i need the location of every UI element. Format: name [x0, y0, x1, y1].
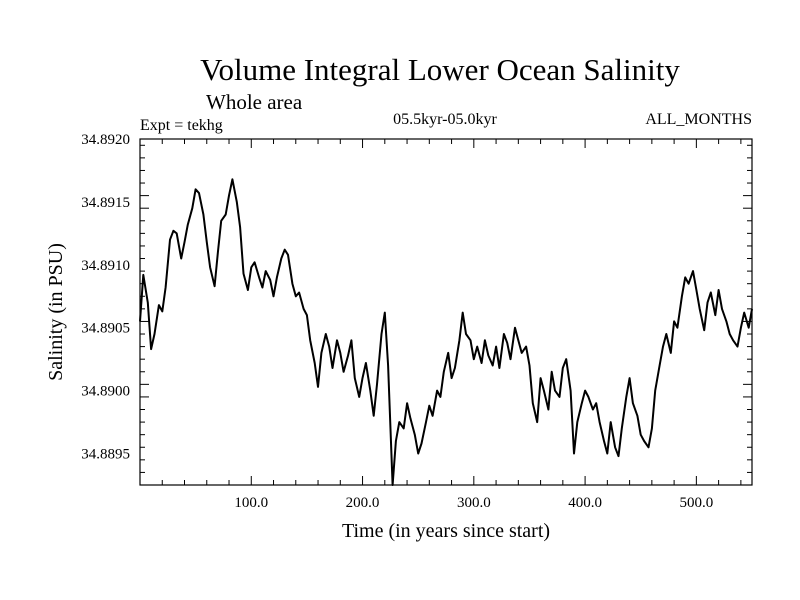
x-axis-label: Time (in years since start): [342, 520, 550, 542]
x-tick-label: 500.0: [679, 495, 713, 511]
x-tick-label: 200.0: [346, 495, 380, 511]
salinity-series-line: [139, 178, 753, 486]
y-tick-label: 34.8915: [81, 195, 130, 211]
y-tick-label: 34.8920: [81, 132, 130, 148]
period-label: 05.5kyr-05.0kyr: [393, 111, 497, 128]
x-axis: 100.0 200.0 300.0 400.0 500.0: [161, 139, 742, 511]
x-tick-label: 100.0: [234, 495, 268, 511]
y-tick-label: 34.8905: [81, 321, 130, 337]
y-tick-label: 34.8900: [81, 384, 130, 400]
months-label: ALL_MONTHS: [645, 111, 752, 128]
x-tick-label: 300.0: [457, 495, 491, 511]
y-axis: 34.8895 34.8900 34.8905 34.8910 34.8915 34.89…: [81, 132, 752, 486]
plot-frame: [139, 138, 753, 486]
y-axis-label: Salinity (in PSU): [45, 243, 67, 381]
x-tick-label: 400.0: [568, 495, 602, 511]
y-tick-label: 34.8895: [81, 447, 130, 463]
chart-subtitle: Whole area: [206, 90, 303, 114]
experiment-label: Expt = tekhg: [140, 117, 223, 134]
chart-title: Volume Integral Lower Ocean Salinity: [200, 52, 680, 87]
y-tick-label: 34.8910: [81, 258, 130, 274]
